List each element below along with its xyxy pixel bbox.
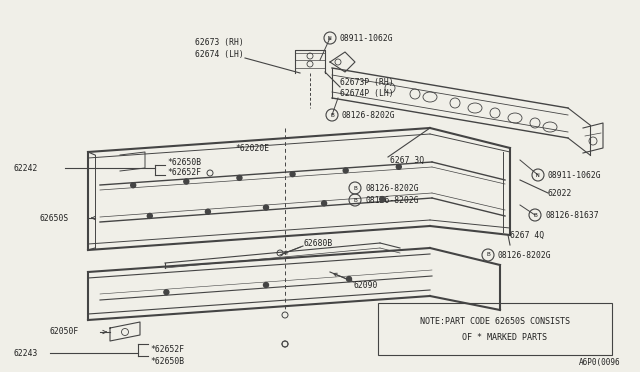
Circle shape [321,201,326,206]
Text: 08911-1062G: 08911-1062G [340,33,394,42]
Text: B: B [330,112,334,118]
Text: 08126-8202G: 08126-8202G [342,110,396,119]
Circle shape [205,209,211,214]
Circle shape [131,183,136,188]
Text: *62652F: *62652F [167,167,201,176]
Text: 62242: 62242 [13,164,37,173]
Text: 62090: 62090 [354,280,378,289]
Text: *62020E: *62020E [235,144,269,153]
Circle shape [184,179,189,184]
Circle shape [346,276,351,282]
Circle shape [343,168,348,173]
Text: 62680B: 62680B [303,238,332,247]
Text: 08126-81637: 08126-81637 [545,211,598,219]
Circle shape [237,175,242,180]
Text: B: B [486,253,490,257]
Text: 08126-8202G: 08126-8202G [498,250,552,260]
Text: 08126-8202G: 08126-8202G [365,183,419,192]
Circle shape [396,164,401,169]
Circle shape [147,214,152,218]
Text: *62650B: *62650B [167,157,201,167]
Text: 62243: 62243 [13,349,37,357]
Text: B: B [533,212,537,218]
Text: *62652F: *62652F [150,346,184,355]
Text: 62050F: 62050F [50,327,79,337]
Text: 62674P (LH): 62674P (LH) [340,89,394,97]
Circle shape [290,171,295,177]
Text: 6267 4Q: 6267 4Q [510,231,544,240]
Text: 6267 3Q: 6267 3Q [390,155,424,164]
Text: B: B [353,198,357,202]
Circle shape [264,205,269,210]
Text: 62673P (RH): 62673P (RH) [340,77,394,87]
Circle shape [380,196,385,202]
Text: B: B [353,186,357,190]
Circle shape [164,290,169,295]
Text: 62650S: 62650S [40,214,69,222]
Text: 62022: 62022 [548,189,572,198]
Text: 62674 (LH): 62674 (LH) [195,49,244,58]
Text: 62673 (RH): 62673 (RH) [195,38,244,46]
Text: NOTE:PART CODE 62650S CONSISTS: NOTE:PART CODE 62650S CONSISTS [420,317,570,326]
Text: *62650B: *62650B [150,357,184,366]
Text: N: N [328,35,332,41]
Text: OF * MARKED PARTS: OF * MARKED PARTS [442,333,547,341]
Circle shape [264,282,269,288]
Text: A6P0(0096: A6P0(0096 [579,357,620,366]
Text: 08126-8202G: 08126-8202G [365,196,419,205]
FancyBboxPatch shape [378,303,612,355]
Text: 08911-1062G: 08911-1062G [548,170,602,180]
Text: N: N [536,173,540,177]
